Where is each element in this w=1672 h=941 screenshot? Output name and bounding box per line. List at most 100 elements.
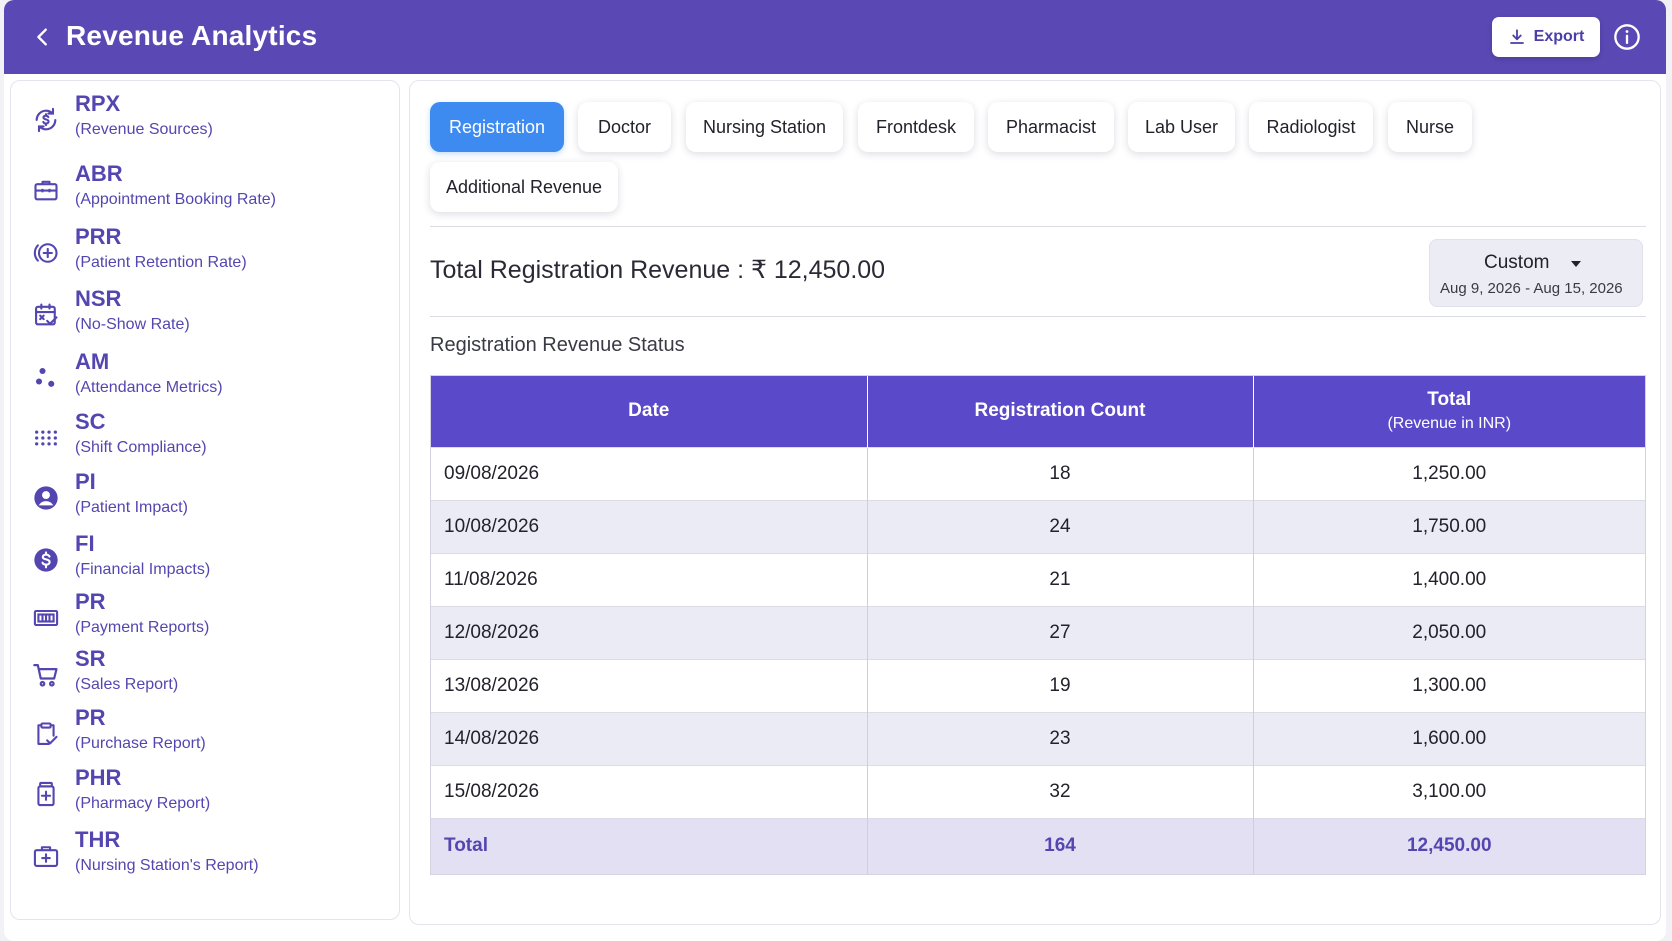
sidebar-item-abbr: AM [75,349,110,374]
sidebar-item-desc: (Purchase Report) [75,735,206,752]
revenue-cycle-icon [31,105,61,135]
cell-date: 12/08/2026 [431,605,868,659]
table-row: 10/08/2026 24 1,750.00 [431,499,1645,553]
sidebar-item-abbr: FI [75,531,95,556]
sidebar-item-pr-purchase[interactable]: PR (Purchase Report) [11,705,399,763]
sidebar-item-pr-payment[interactable]: PR (Payment Reports) [11,589,399,647]
sidebar-item-desc: (Shift Compliance) [75,439,207,456]
table-row: 12/08/2026 27 2,050.00 [431,605,1645,659]
sidebar-item-am[interactable]: AM (Attendance Metrics) [11,349,399,407]
total-revenue-title: Total Registration Revenue : ₹ 12,450.00 [430,256,886,284]
sidebar-item-desc: (Sales Report) [75,676,179,693]
cell-count: 18 [867,446,1254,500]
medical-kit-icon [31,841,61,871]
cell-date: 10/08/2026 [431,499,868,553]
page-title: Revenue Analytics [66,20,318,51]
table-row: 09/08/2026 18 1,250.00 [431,446,1645,500]
section-title: Registration Revenue Status [430,334,685,356]
cell-total-count: 164 [867,817,1254,874]
app-window: Revenue Analytics Export RPX (Revenue So… [4,0,1666,941]
sidebar-item-nsr[interactable]: NSR (No-Show Rate) [11,286,399,344]
cell-count: 27 [867,605,1254,659]
cell-count: 21 [867,552,1254,606]
main-panel: Registration Doctor Nursing Station Fron… [409,80,1661,925]
sidebar-item-abr[interactable]: ABR (Appointment Booking Rate) [11,161,399,219]
tab-radiologist[interactable]: Radiologist [1249,102,1373,152]
table-row: 15/08/2026 32 3,100.00 [431,764,1645,818]
sidebar-item-abbr: PI [75,469,96,494]
sidebar-item-sr[interactable]: SR (Sales Report) [11,646,399,704]
cell-count: 19 [867,658,1254,712]
revenue-table: Date Registration Count Total (Revenue i… [430,375,1646,875]
cell-date: 11/08/2026 [431,552,868,606]
sidebar-item-desc: (Nursing Station's Report) [75,857,259,874]
cell-total: 3,100.00 [1253,764,1645,818]
sidebar-item-abbr: SR [75,646,106,671]
sidebar-item-phr[interactable]: PHR (Pharmacy Report) [11,765,399,823]
sidebar-item-abbr: PRR [75,224,122,249]
sidebar-item-abbr: NSR [75,286,122,311]
tab-nurse[interactable]: Nurse [1388,102,1472,152]
column-header-date: Date [431,376,868,447]
tab-frontdesk[interactable]: Frontdesk [858,102,974,152]
cell-total: 2,050.00 [1253,605,1645,659]
tab-registration[interactable]: Registration [430,102,564,152]
date-range-value: Aug 9, 2026 - Aug 15, 2026 [1440,280,1623,297]
sidebar-item-desc: (Appointment Booking Rate) [75,191,276,208]
tab-pharmacist[interactable]: Pharmacist [988,102,1114,152]
dots-cluster-icon [31,363,61,393]
cell-total: 1,750.00 [1253,499,1645,553]
sidebar-item-abbr: THR [75,827,121,852]
sidebar-item-desc: (Patient Retention Rate) [75,254,247,271]
calendar-check-icon [31,300,61,330]
payment-icon [31,603,61,633]
sidebar-item-abbr: PHR [75,765,122,790]
cell-total: 1,400.00 [1253,552,1645,606]
info-icon [1614,24,1640,50]
tab-additional-revenue[interactable]: Additional Revenue [430,162,618,212]
caret-down-icon [1571,261,1581,267]
sidebar-item-pi[interactable]: PI (Patient Impact) [11,469,399,527]
column-header-total-sub: (Revenue in INR) [1387,415,1512,433]
sidebar-item-fi[interactable]: FI (Financial Impacts) [11,531,399,589]
sidebar-item-abbr: PR [75,705,106,730]
sidebar-item-abbr: SC [75,409,106,434]
date-range-dropdown[interactable]: Custom Aug 9, 2026 - Aug 15, 2026 [1429,239,1643,307]
sidebar-item-prr[interactable]: PRR (Patient Retention Rate) [11,224,399,282]
cell-total-revenue: 12,450.00 [1253,817,1645,874]
briefcase-icon [31,175,61,205]
cell-date: 15/08/2026 [431,764,868,818]
cell-date: 14/08/2026 [431,711,868,765]
sidebar-item-sc[interactable]: SC (Shift Compliance) [11,409,399,467]
table-row: 13/08/2026 19 1,300.00 [431,658,1645,712]
sidebar-item-rpx[interactable]: RPX (Revenue Sources) [11,91,399,149]
sidebar-item-desc: (Patient Impact) [75,499,188,516]
clipboard-check-icon [31,719,61,749]
sidebar-item-abbr: ABR [75,161,123,186]
tab-lab-user[interactable]: Lab User [1128,102,1235,152]
export-button[interactable]: Export [1492,17,1600,57]
cell-total: 1,300.00 [1253,658,1645,712]
app-header: Revenue Analytics Export [4,0,1666,74]
info-button[interactable] [1612,22,1642,52]
sidebar-item-abbr: RPX [75,91,121,116]
cart-icon [31,660,61,690]
back-button[interactable] [26,20,60,54]
sidebar-item-thr[interactable]: THR (Nursing Station's Report) [11,827,399,885]
table-total-row: Total 164 12,450.00 [431,817,1645,874]
download-icon [1509,29,1524,44]
cell-date: 09/08/2026 [431,446,868,500]
table-row: 14/08/2026 23 1,600.00 [431,711,1645,765]
sidebar-item-desc: (Payment Reports) [75,619,210,636]
sidebar-item-desc: (Revenue Sources) [75,121,213,138]
table-row: 11/08/2026 21 1,400.00 [431,552,1645,606]
sidebar-item-desc: (No-Show Rate) [75,316,190,333]
grid-dots-icon [31,423,61,453]
dollar-circle-icon [31,545,61,575]
sidebar-item-desc: (Attendance Metrics) [75,379,223,396]
sidebar-item-desc: (Pharmacy Report) [75,795,211,812]
tab-doctor[interactable]: Doctor [578,102,671,152]
chevron-left-icon [37,28,47,46]
cell-total: 1,600.00 [1253,711,1645,765]
tab-nursing-station[interactable]: Nursing Station [686,102,843,152]
